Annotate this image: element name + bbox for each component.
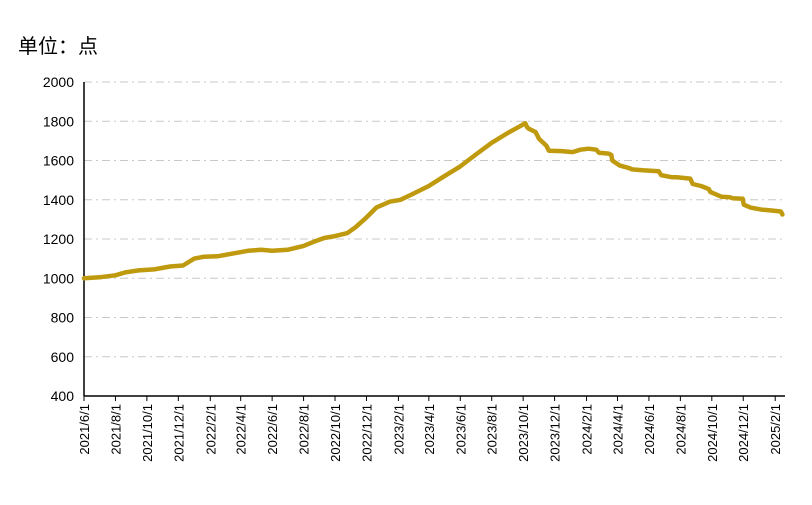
x-tick-label: 2023/4/1 [422, 404, 437, 455]
x-tick-label: 2024/8/1 [673, 404, 688, 455]
x-tick-label: 2023/8/1 [485, 404, 500, 455]
x-tick-label: 2023/6/1 [453, 404, 468, 455]
x-tick-label: 2022/4/1 [234, 404, 249, 455]
series-group [81, 120, 785, 281]
x-tick-label: 2021/6/1 [77, 404, 92, 455]
x-tick-label: 2022/12/1 [359, 404, 374, 462]
x-tick-label: 2022/6/1 [265, 404, 280, 455]
y-tick-labels: 400 600 800 1000 1200 1400 1600 1800 2000 [43, 74, 74, 404]
y-tick-label: 1400 [43, 192, 74, 208]
y-tick-label: 600 [51, 349, 75, 365]
y-tick-label: 1800 [43, 113, 74, 129]
x-tick-label: 2021/8/1 [108, 404, 123, 455]
x-tick-label: 2022/10/1 [328, 404, 343, 462]
grid-lines [84, 81, 785, 358]
x-tick-label: 2021/10/1 [140, 404, 155, 462]
x-tick-label: 2023/2/1 [391, 404, 406, 455]
x-tick-label: 2021/12/1 [171, 404, 186, 462]
y-tick-label: 1200 [43, 231, 74, 247]
x-tick-label: 2023/12/1 [548, 404, 563, 462]
x-tick-label: 2025/2/1 [768, 404, 783, 455]
x-tick-label: 2024/2/1 [580, 404, 595, 455]
series-line [81, 120, 785, 281]
x-tick-label: 2024/12/1 [736, 404, 751, 462]
y-tick-label: 400 [51, 388, 75, 404]
x-tick-labels: 2021/6/1 2021/8/1 2021/10/1 2021/12/1 2022/2… [77, 404, 783, 462]
x-tick-label: 2023/10/1 [516, 404, 531, 462]
x-tick-label: 2024/6/1 [642, 404, 657, 455]
x-tick-label: 2022/8/1 [297, 404, 312, 455]
unit-label: 单位：点 [18, 36, 98, 58]
x-tick-label: 2024/4/1 [610, 404, 625, 455]
y-tick-label: 1000 [43, 270, 74, 286]
y-tick-label: 2000 [43, 74, 74, 90]
y-tick-label: 1600 [43, 153, 74, 169]
y-tick-label: 800 [51, 310, 75, 326]
axes [83, 82, 785, 401]
x-tick-label: 2022/2/1 [203, 404, 218, 455]
x-tick-label: 2024/10/1 [705, 404, 720, 462]
